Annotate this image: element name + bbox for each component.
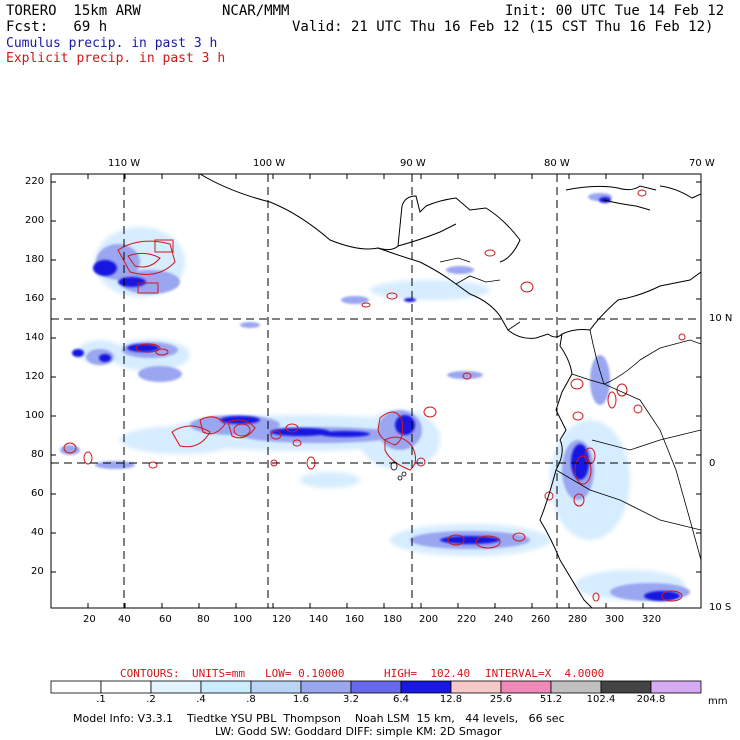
y-tick: 220 xyxy=(25,176,45,187)
y-tick: 80 xyxy=(31,449,44,460)
y-tick: 180 xyxy=(25,254,45,265)
colorbar-swatch xyxy=(400,680,452,694)
colorbar-label: .2 xyxy=(146,694,156,705)
contour-label: CONTOURS: xyxy=(120,667,180,680)
valid-time: Valid: 21 UTC Thu 16 Feb 12 (15 CST Thu … xyxy=(292,19,714,35)
y-tick: 160 xyxy=(25,293,45,304)
model-physics: LW: Godd SW: Goddard DIFF: simple KM: 2D… xyxy=(215,725,502,738)
colorbar-swatch xyxy=(300,680,352,694)
lat-label-0: 0 xyxy=(709,458,716,469)
x-tick: 120 xyxy=(272,614,292,625)
model-title: TORERO 15km ARW xyxy=(6,3,141,19)
y-tick: 200 xyxy=(25,215,45,226)
colorbar-swatch xyxy=(500,680,552,694)
colorbar-label: 51.2 xyxy=(539,694,563,705)
colorbar-swatch xyxy=(600,680,652,694)
contour-low: LOW= 0.10000 xyxy=(265,667,345,680)
cumulus-precip-shading xyxy=(60,193,690,601)
x-tick: 220 xyxy=(457,614,477,625)
x-tick: 140 xyxy=(309,614,329,625)
x-tick: 40 xyxy=(118,614,131,625)
y-tick: 40 xyxy=(31,527,44,538)
lon-label-110w: 110 W xyxy=(108,158,141,169)
colorbar-swatch xyxy=(250,680,302,694)
lat-label-10n: 10 N xyxy=(709,313,733,324)
colorbar-label: .8 xyxy=(246,694,256,705)
colorbar-label: 1.6 xyxy=(293,694,309,705)
colorbar-label: 204.8 xyxy=(636,694,666,705)
colorbar-label: .4 xyxy=(196,694,206,705)
contour-interval: INTERVAL=X 4.0000 xyxy=(485,667,605,680)
colorbar-swatch xyxy=(150,680,202,694)
x-tick: 240 xyxy=(494,614,514,625)
x-tick: 60 xyxy=(159,614,172,625)
organization: NCAR/MMM xyxy=(222,3,290,19)
colorbar-swatch xyxy=(650,680,702,694)
x-tick: 280 xyxy=(568,614,588,625)
legend-cumulus: Cumulus precip. in past 3 h xyxy=(6,36,218,51)
y-tick: 60 xyxy=(31,488,44,499)
x-tick: 20 xyxy=(83,614,96,625)
colorbar-label: 3.2 xyxy=(343,694,359,705)
y-tick: 120 xyxy=(25,371,45,382)
lat-label-10s: 10 S xyxy=(709,602,732,613)
colorbar-label: .1 xyxy=(96,694,106,705)
x-tick: 260 xyxy=(531,614,551,625)
coastlines xyxy=(199,174,701,608)
x-tick: 200 xyxy=(419,614,439,625)
lon-label-90w: 90 W xyxy=(400,158,426,169)
lon-label-70w: 70 W xyxy=(689,158,715,169)
model-info: Model Info: V3.3.1 Tiedtke YSU PBL Thomp… xyxy=(73,712,565,725)
colorbar-swatch xyxy=(100,680,152,694)
x-tick: 160 xyxy=(345,614,365,625)
latlon-grid xyxy=(51,174,701,608)
colorbar-swatch xyxy=(450,680,502,694)
x-tick: 300 xyxy=(605,614,625,625)
contour-units: UNITS=mm xyxy=(192,667,245,680)
y-tick: 140 xyxy=(25,332,45,343)
legend-explicit: Explicit precip. in past 3 h xyxy=(6,51,226,66)
x-tick: 100 xyxy=(233,614,253,625)
colorbar-unit: mm xyxy=(708,696,728,707)
colorbar-swatch xyxy=(550,680,602,694)
contour-high: HIGH= 102.40 xyxy=(384,667,471,680)
x-tick: 80 xyxy=(197,614,210,625)
galapagos-islands xyxy=(390,461,407,481)
init-time: Init: 00 UTC Tue 14 Feb 12 xyxy=(505,3,725,19)
colorbar-label: 25.6 xyxy=(489,694,513,705)
y-tick: 100 xyxy=(25,410,45,421)
lon-label-80w: 80 W xyxy=(544,158,570,169)
colorbar-label: 12.8 xyxy=(439,694,463,705)
map-frame xyxy=(50,173,702,609)
colorbar-swatch xyxy=(350,680,402,694)
forecast-hour: Fcst: 69 h xyxy=(6,19,108,35)
colorbar-swatch xyxy=(50,680,102,694)
explicit-precip-contours xyxy=(63,189,686,602)
y-tick: 20 xyxy=(31,566,44,577)
colorbar-swatch xyxy=(200,680,252,694)
axis-ticks xyxy=(51,174,701,608)
country-borders xyxy=(439,257,701,561)
x-tick: 320 xyxy=(642,614,662,625)
colorbar-label: 6.4 xyxy=(393,694,409,705)
colorbar-label: 102.4 xyxy=(586,694,616,705)
x-tick: 180 xyxy=(383,614,403,625)
lon-label-100w: 100 W xyxy=(253,158,286,169)
